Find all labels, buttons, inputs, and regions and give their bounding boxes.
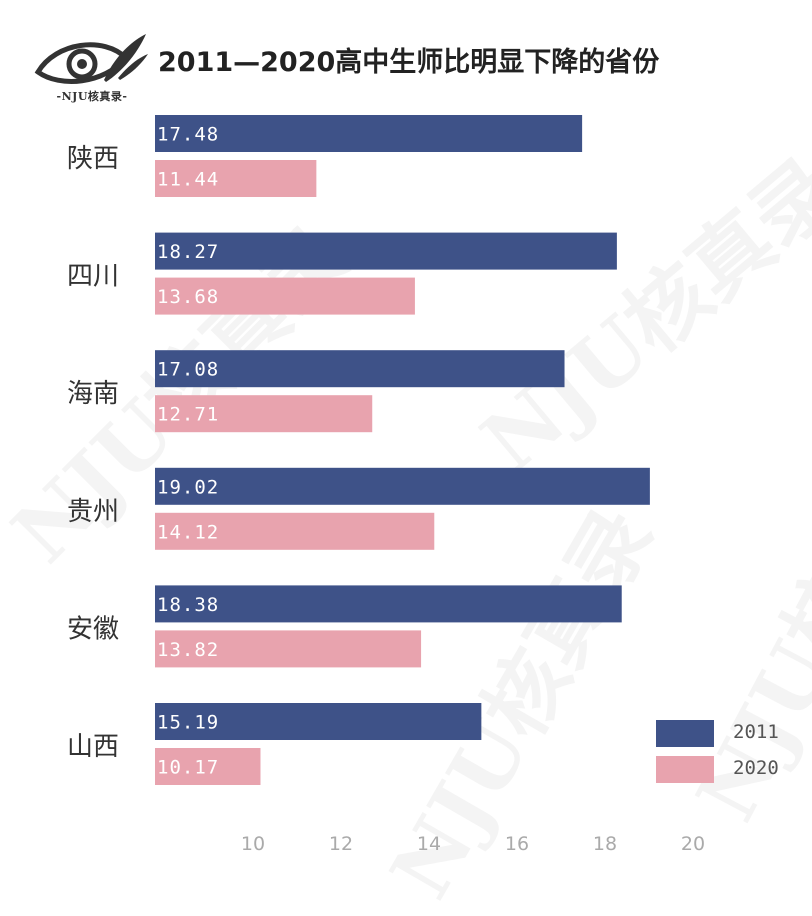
bar-chart: 陕西 17.48 11.44 四川 18.27 13.68 海南 17.08 12.71 贵州 19… [67, 115, 705, 855]
data-label: 15.19 [157, 712, 219, 734]
bar-2011 [155, 350, 565, 388]
bar-2011 [155, 115, 583, 152]
data-label: 17.08 [157, 359, 219, 381]
x-tick-label: 14 [417, 833, 441, 855]
bar-2011 [155, 232, 617, 270]
chart-title: 2011—2020高中生师比明显下降的省份 [158, 47, 660, 78]
bar-2011 [155, 467, 650, 505]
legend-swatch-2020 [656, 756, 714, 783]
data-label: 10.17 [157, 757, 219, 779]
x-tick-label: 18 [593, 833, 617, 855]
x-tick-label: 16 [505, 833, 529, 855]
bar-2020 [155, 160, 317, 197]
x-tick-label: 20 [681, 833, 705, 855]
data-label: 18.38 [157, 594, 219, 616]
x-tick-label: 12 [329, 833, 353, 855]
data-label: 12.71 [157, 404, 219, 426]
bar-2011 [155, 703, 482, 740]
bar-2020 [155, 748, 261, 785]
bar-2020 [155, 512, 435, 550]
category-label: 陕西 [67, 144, 119, 174]
bar-2020 [155, 395, 373, 433]
data-label: 19.02 [157, 476, 219, 498]
data-label: 17.48 [157, 124, 219, 146]
category-label: 贵州 [67, 497, 119, 527]
x-tick-label: 10 [241, 833, 265, 855]
bar-2020 [155, 277, 415, 315]
category-label: 海南 [67, 379, 119, 409]
bar-2011 [155, 585, 622, 623]
legend-swatch-2011 [656, 720, 714, 747]
bar-2020 [155, 630, 422, 668]
legend-label-2020: 2020 [733, 757, 779, 779]
legend-label-2011: 2011 [733, 721, 779, 743]
category-label: 四川 [67, 262, 119, 292]
data-label: 13.68 [157, 286, 219, 308]
data-label: 11.44 [157, 169, 219, 191]
eye-logo-icon [34, 34, 148, 84]
data-label: 14.12 [157, 521, 219, 543]
data-label: 13.82 [157, 639, 219, 661]
category-label: 安徽 [67, 614, 119, 644]
data-label: 18.27 [157, 241, 219, 263]
logo-caption: -NJU核真录- [56, 90, 128, 103]
category-label: 山西 [67, 732, 119, 762]
